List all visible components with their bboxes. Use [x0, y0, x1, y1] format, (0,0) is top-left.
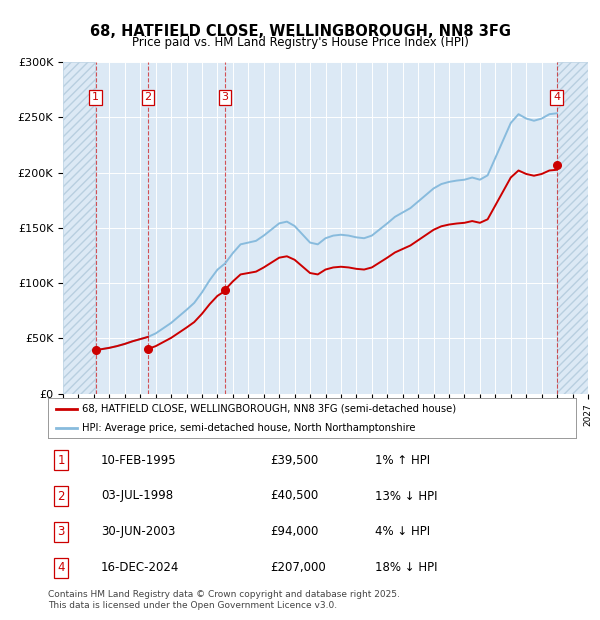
Text: 10-FEB-1995: 10-FEB-1995 — [101, 454, 176, 466]
Text: 1: 1 — [58, 454, 65, 466]
Bar — [557, 62, 588, 394]
Text: 2: 2 — [145, 92, 151, 102]
Text: HPI: Average price, semi-detached house, North Northamptonshire: HPI: Average price, semi-detached house,… — [82, 423, 416, 433]
Text: £94,000: £94,000 — [270, 526, 318, 538]
Text: 1% ↑ HPI: 1% ↑ HPI — [376, 454, 430, 466]
Text: 18% ↓ HPI: 18% ↓ HPI — [376, 562, 438, 574]
Text: 68, HATFIELD CLOSE, WELLINGBOROUGH, NN8 3FG (semi-detached house): 68, HATFIELD CLOSE, WELLINGBOROUGH, NN8 … — [82, 404, 457, 414]
Text: 4: 4 — [553, 92, 560, 102]
Text: 13% ↓ HPI: 13% ↓ HPI — [376, 490, 438, 502]
Text: 1: 1 — [92, 92, 99, 102]
Text: 2: 2 — [58, 490, 65, 502]
Text: This data is licensed under the Open Government Licence v3.0.: This data is licensed under the Open Gov… — [48, 601, 337, 611]
Text: Contains HM Land Registry data © Crown copyright and database right 2025.: Contains HM Land Registry data © Crown c… — [48, 590, 400, 600]
Text: 4% ↓ HPI: 4% ↓ HPI — [376, 526, 430, 538]
Text: £40,500: £40,500 — [270, 490, 318, 502]
Text: 16-DEC-2024: 16-DEC-2024 — [101, 562, 179, 574]
Text: 4: 4 — [58, 562, 65, 574]
Text: £39,500: £39,500 — [270, 454, 318, 466]
Text: 3: 3 — [221, 92, 229, 102]
Bar — [63, 62, 95, 394]
Text: £207,000: £207,000 — [270, 562, 326, 574]
Text: 30-JUN-2003: 30-JUN-2003 — [101, 526, 175, 538]
Bar — [557, 62, 588, 394]
Text: 68, HATFIELD CLOSE, WELLINGBOROUGH, NN8 3FG: 68, HATFIELD CLOSE, WELLINGBOROUGH, NN8 … — [89, 24, 511, 38]
Bar — [63, 62, 95, 394]
Text: 03-JUL-1998: 03-JUL-1998 — [101, 490, 173, 502]
Text: Price paid vs. HM Land Registry's House Price Index (HPI): Price paid vs. HM Land Registry's House … — [131, 36, 469, 49]
Text: 3: 3 — [58, 526, 65, 538]
